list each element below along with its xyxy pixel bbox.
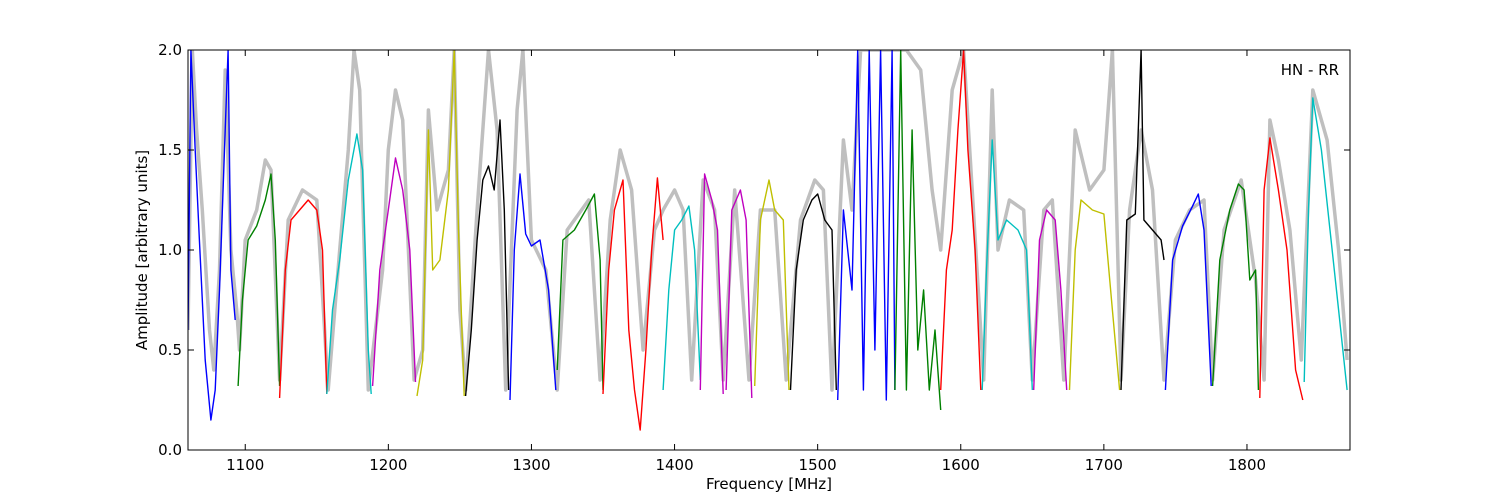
series-line-1 <box>188 50 236 421</box>
chart-annotation: HN - RR <box>1281 61 1339 79</box>
series-line-7 <box>464 119 510 397</box>
y-tick-label: 1.0 <box>158 241 182 259</box>
series-line-17 <box>894 50 942 411</box>
y-tick-label: 2.0 <box>158 41 182 59</box>
series-line-6 <box>416 50 465 397</box>
x-tick-label: 1500 <box>799 456 837 474</box>
x-tick-label: 1600 <box>942 456 980 474</box>
series-line-20 <box>1033 209 1068 391</box>
series-line-2 <box>237 173 281 387</box>
series-line-14 <box>754 179 790 391</box>
x-tick-label: 1400 <box>655 456 693 474</box>
x-tick-label: 1100 <box>226 456 264 474</box>
x-tick-label: 1200 <box>369 456 407 474</box>
series-line-22 <box>1120 50 1165 391</box>
series-line-26 <box>1303 97 1348 391</box>
envelope-line <box>188 50 1349 392</box>
series-line-5 <box>371 157 417 387</box>
series-line-12 <box>699 173 724 395</box>
series-line-15 <box>789 193 837 391</box>
series-line-25 <box>1259 137 1304 401</box>
series-line-9 <box>556 193 604 391</box>
x-tick-label: 1300 <box>512 456 550 474</box>
series-line-24 <box>1211 183 1260 391</box>
y-tick-label: 1.5 <box>158 141 182 159</box>
y-tick-label: 0.0 <box>158 441 182 459</box>
x-tick-label: 1700 <box>1085 456 1123 474</box>
y-tick-label: 0.5 <box>158 341 182 359</box>
x-axis-label: Frequency [MHz] <box>706 475 832 493</box>
series-line-23 <box>1164 193 1212 391</box>
axes: 1100 1200 1300 1400 1500 1600 1700 1800 0.0 0.5 1.… <box>158 41 1351 474</box>
series-line-19 <box>981 139 1033 391</box>
y-axis-label: Amplitude [arbitrary units] <box>133 150 151 350</box>
series-line-10 <box>602 177 664 431</box>
series-line-18 <box>940 50 982 391</box>
series-line-8 <box>509 173 557 401</box>
series-line-11 <box>662 205 701 391</box>
series-line-21 <box>1068 199 1121 391</box>
series-line-13 <box>725 189 753 399</box>
plot-area <box>188 50 1349 431</box>
series-line-4 <box>326 133 372 395</box>
series-line-3 <box>278 199 328 399</box>
x-tick-label: 1800 <box>1228 456 1266 474</box>
series-line-16 <box>837 50 896 401</box>
